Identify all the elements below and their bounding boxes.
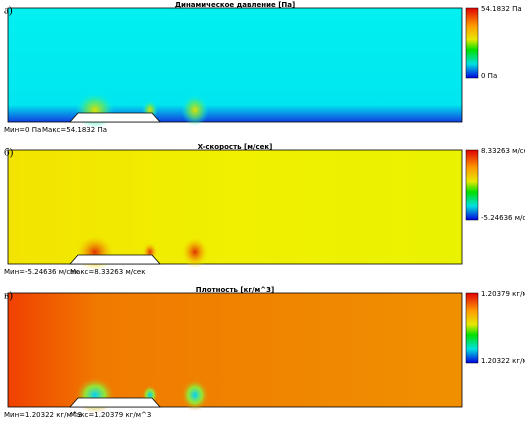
panel: в) Плотность [кг/м^3] 1.20379 кг/м^3 1.2032… <box>4 286 525 419</box>
max-text: Макс=1.20379 кг/м^3 <box>70 411 151 419</box>
colorbar-max: 54.1832 Па <box>481 5 522 13</box>
colorbar-min: 1.20322 кг/м^3 <box>481 357 525 365</box>
obstacle <box>69 397 161 408</box>
colorbar-min: -5.24636 м/сек <box>481 214 525 222</box>
flow-feature <box>181 236 209 268</box>
min-text: Мин=0 Па <box>4 126 41 134</box>
flow-feature <box>181 379 209 411</box>
panel-title: Динамическое давление [Па] <box>175 1 295 9</box>
panel: а) Динамическое давление [Па] 54.1832 Па 0 … <box>4 1 522 134</box>
flow-feature <box>181 94 209 126</box>
min-text: Мин=1.20322 кг/м^3 <box>4 411 82 419</box>
panel-title: X-скорость [м/сек] <box>198 143 273 151</box>
obstacle <box>69 254 161 265</box>
colorbar <box>465 149 479 221</box>
flow-feature <box>75 234 115 270</box>
colorbar <box>465 292 479 364</box>
obstacle <box>69 112 161 123</box>
colorbar-min: 0 Па <box>481 72 497 80</box>
panel: б) X-скорость [м/сек] 8.33263 м/сек -5.2463… <box>4 143 525 276</box>
panel-label: а) <box>4 5 13 17</box>
colorbar-max: 1.20379 кг/м^3 <box>481 290 525 298</box>
max-text: Макс=8.33263 м/сек <box>70 268 145 276</box>
panel-label: в) <box>4 290 13 302</box>
flow-feature <box>75 92 115 128</box>
panel-title: Плотность [кг/м^3] <box>196 286 274 294</box>
min-text: Мин=-5.24636 м/сек <box>4 268 79 276</box>
max-text: Макс=54.1832 Па <box>42 126 107 134</box>
colorbar-max: 8.33263 м/сек <box>481 147 525 155</box>
flow-feature <box>75 377 115 413</box>
colorbar <box>465 7 479 79</box>
panel-label: б) <box>4 147 14 159</box>
